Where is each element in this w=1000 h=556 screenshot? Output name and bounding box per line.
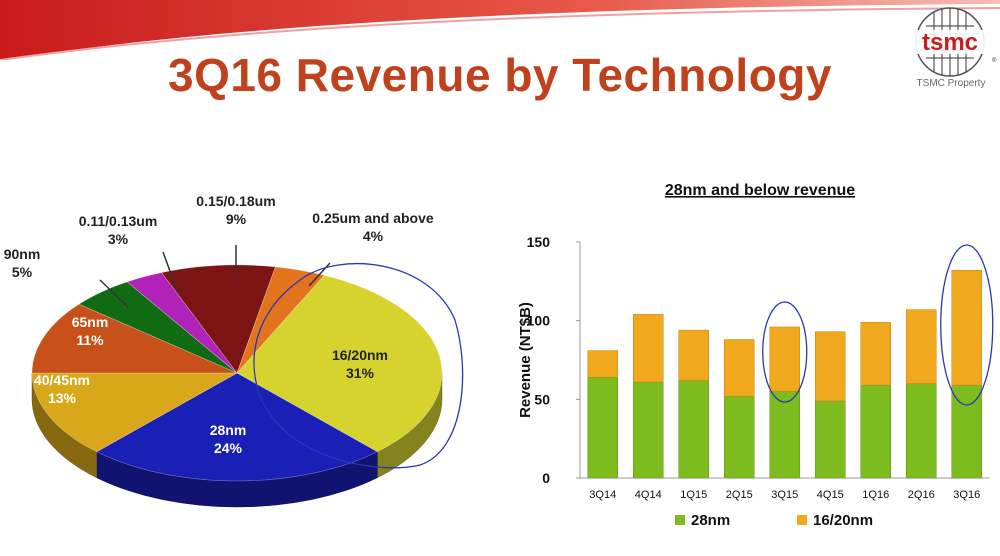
header-banner [0, 0, 1000, 60]
pie-value-65nm: 11% [76, 332, 104, 348]
pie-slice-28nm [96, 372, 378, 482]
bar-16-20nm-1q15 [678, 329, 709, 381]
logo-text: tsmc [922, 29, 978, 56]
tsmc-logo: tsmc ® [908, 7, 997, 77]
logo-caption: TSMC Property [916, 78, 986, 89]
pie-chart: 16/20nm 31% 28nm 24% 40/45nm 13% 65nm 11% 90nm 5%… [4, 193, 464, 508]
y-tick-label: 100 [527, 313, 551, 329]
legend-label-28nm: 28nm [691, 512, 730, 529]
pie-label-16-20nm: 16/20nm [332, 347, 388, 363]
bar-16-20nm-4q14 [633, 314, 664, 383]
x-tick-label: 1Q15 [680, 489, 707, 501]
bar-16-20nm-1q16 [860, 321, 891, 386]
bar-16-20nm-4q15 [815, 331, 846, 402]
pie-label-0-11-0-13um: 0.11/0.13um [79, 213, 158, 229]
bar-chart: 28nm and below revenue Revenue (NT$B) 0 50 1… [517, 182, 994, 529]
pie-value-90nm: 5% [12, 264, 33, 280]
legend-swatch-28nm [675, 515, 685, 525]
pie-value-0-15-0-18um: 9% [226, 211, 247, 227]
bar-28nm-3q16 [951, 384, 982, 479]
x-tick-label: 4Q15 [817, 489, 844, 501]
x-tick-label: 3Q14 [589, 489, 616, 501]
x-tick-label: 4Q14 [635, 489, 662, 501]
bar-16-20nm-2q16 [906, 309, 937, 384]
bar-16-20nm-3q15 [769, 326, 800, 392]
legend-label-16-20nm: 16/20nm [813, 512, 873, 529]
bar-chart-title: 28nm and below revenue [665, 182, 855, 199]
pie-slice-0-11-0-13um [126, 272, 238, 374]
legend-swatch-16-20nm [797, 515, 807, 525]
pie-leader-line-0-25um-and-above [308, 262, 331, 287]
x-tick-label: 1Q16 [862, 489, 889, 501]
annotation-circle [253, 263, 464, 469]
pie-label-90nm: 90nm [4, 246, 41, 262]
pie-label-28nm: 28nm [210, 422, 247, 438]
pie-leader-line-90nm [99, 279, 129, 308]
pie-value-0-11-0-13um: 3% [108, 231, 129, 247]
x-tick-label: 2Q16 [908, 489, 935, 501]
bar-28nm-2q15 [724, 395, 755, 479]
pie-value-28nm: 24% [214, 440, 243, 456]
bar-28nm-4q15 [815, 400, 846, 479]
y-axis-title: Revenue (NT$B) [517, 302, 534, 418]
pie-side-40-45nm [31, 372, 97, 479]
pie-slice-0-25um-and-above [236, 266, 325, 374]
bar-28nm-1q15 [678, 380, 709, 479]
bar-16-20nm-3q14 [587, 350, 618, 378]
pie-slice-40-45nm [31, 372, 239, 453]
svg-text:®: ® [992, 57, 997, 64]
pie-value-40-45nm: 13% [48, 390, 77, 406]
bar-28nm-2q16 [906, 383, 937, 479]
bar-16-20nm-3q16 [951, 270, 982, 386]
y-tick-label: 0 [542, 470, 550, 486]
pie-slice-65nm [31, 303, 238, 374]
pie-slice-0-15-0-18um [161, 264, 276, 374]
pie-slice-90nm [78, 281, 238, 374]
pie-slice-16-20nm [236, 274, 443, 453]
x-tick-label: 3Q16 [953, 489, 980, 501]
bar-28nm-1q16 [860, 384, 891, 479]
pie-leader-line-0-11-0-13um [162, 251, 179, 294]
pie-label-65nm: 65nm [72, 314, 109, 330]
annotation-circle-3q16 [940, 244, 994, 406]
bar-16-20nm-2q15 [724, 339, 755, 397]
bar-28nm-3q14 [587, 377, 618, 479]
y-tick-label: 50 [534, 391, 550, 407]
bar-28nm-3q15 [769, 391, 800, 479]
y-tick-label: 150 [527, 234, 551, 250]
pie-value-0-25um-and-above: 4% [363, 228, 384, 244]
pie-value-16-20nm: 31% [346, 365, 375, 381]
x-tick-label: 2Q15 [726, 489, 753, 501]
page-title: 3Q16 Revenue by Technology [167, 49, 832, 101]
annotation-circle-3q15 [762, 301, 808, 403]
x-tick-label: 3Q15 [771, 489, 798, 501]
pie-label-0-15-0-18um: 0.15/0.18um [196, 193, 275, 209]
pie-label-0-25um-and-above: 0.25um and above [312, 210, 434, 226]
pie-label-40-45nm: 40/45nm [34, 372, 90, 388]
bar-28nm-4q14 [633, 381, 664, 479]
